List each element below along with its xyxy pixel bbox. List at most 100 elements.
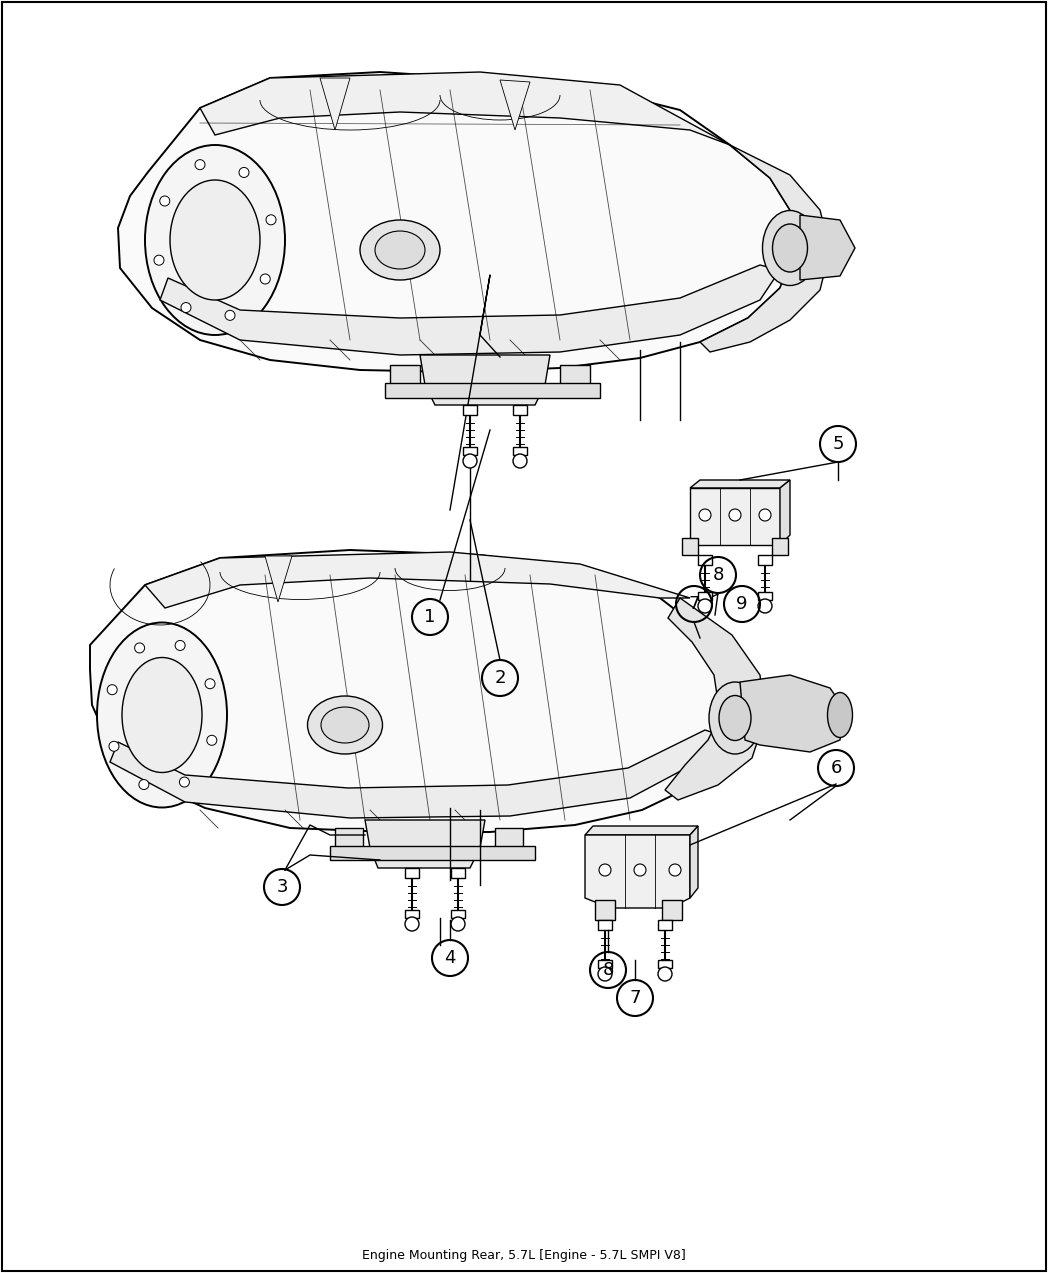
Circle shape: [206, 736, 217, 745]
Circle shape: [159, 196, 170, 206]
Polygon shape: [90, 550, 732, 833]
Circle shape: [729, 509, 741, 521]
Circle shape: [179, 777, 190, 787]
Circle shape: [205, 679, 215, 689]
Polygon shape: [690, 488, 780, 545]
Polygon shape: [585, 826, 698, 835]
Text: 7: 7: [629, 989, 640, 1007]
Text: 7: 7: [689, 594, 700, 614]
Polygon shape: [662, 900, 682, 920]
Circle shape: [225, 311, 235, 321]
Circle shape: [598, 967, 612, 981]
Text: 5: 5: [832, 435, 844, 453]
Bar: [758, 555, 772, 565]
Bar: [335, 827, 363, 852]
Ellipse shape: [375, 230, 425, 269]
Polygon shape: [110, 729, 720, 819]
Ellipse shape: [170, 179, 260, 300]
Text: Engine Mounting Rear, 5.7L [Engine - 5.7L SMPI V8]: Engine Mounting Rear, 5.7L [Engine - 5.7…: [363, 1249, 685, 1262]
Bar: [405, 910, 419, 918]
Polygon shape: [320, 78, 350, 130]
Polygon shape: [145, 552, 690, 608]
Bar: [451, 868, 465, 878]
Text: 9: 9: [737, 594, 748, 614]
Ellipse shape: [307, 696, 383, 754]
Bar: [658, 960, 672, 967]
Circle shape: [405, 917, 419, 931]
Bar: [560, 365, 590, 390]
Bar: [385, 383, 601, 398]
Bar: [514, 405, 527, 415]
Text: 3: 3: [277, 878, 288, 896]
Text: 4: 4: [444, 948, 456, 967]
Bar: [495, 827, 523, 852]
Bar: [598, 960, 612, 967]
Circle shape: [451, 917, 465, 931]
Bar: [390, 365, 420, 390]
Circle shape: [658, 967, 672, 981]
Circle shape: [758, 600, 772, 614]
Circle shape: [699, 509, 711, 521]
Polygon shape: [500, 80, 530, 130]
Circle shape: [134, 643, 145, 653]
Bar: [463, 405, 477, 415]
Bar: [514, 447, 527, 454]
Polygon shape: [118, 73, 795, 372]
Text: 1: 1: [424, 608, 436, 626]
Polygon shape: [200, 73, 730, 145]
Ellipse shape: [321, 707, 369, 743]
Ellipse shape: [97, 622, 227, 807]
Circle shape: [139, 779, 149, 789]
Circle shape: [239, 168, 249, 177]
Bar: [598, 920, 612, 931]
Circle shape: [181, 303, 191, 313]
Circle shape: [107, 685, 117, 695]
Polygon shape: [585, 835, 690, 908]
Polygon shape: [265, 556, 292, 602]
Text: 6: 6: [830, 759, 842, 777]
Polygon shape: [690, 480, 790, 488]
Polygon shape: [740, 675, 845, 752]
Ellipse shape: [122, 657, 202, 773]
Ellipse shape: [828, 693, 852, 737]
Ellipse shape: [719, 695, 751, 741]
Polygon shape: [800, 215, 855, 280]
Bar: [330, 847, 534, 861]
Circle shape: [260, 274, 270, 284]
Polygon shape: [365, 820, 485, 868]
Ellipse shape: [361, 220, 440, 280]
Bar: [758, 592, 772, 600]
Circle shape: [175, 640, 185, 651]
Circle shape: [109, 741, 119, 751]
Bar: [405, 868, 419, 878]
Polygon shape: [700, 145, 830, 353]
Circle shape: [266, 215, 276, 225]
Text: 2: 2: [495, 670, 506, 687]
Polygon shape: [595, 900, 615, 920]
Polygon shape: [682, 538, 698, 555]
Polygon shape: [420, 355, 550, 405]
Circle shape: [154, 255, 163, 265]
Bar: [698, 592, 712, 600]
Circle shape: [514, 454, 527, 468]
Polygon shape: [690, 826, 698, 897]
Bar: [463, 447, 477, 454]
Ellipse shape: [772, 224, 808, 272]
Ellipse shape: [709, 682, 761, 754]
Ellipse shape: [145, 145, 285, 335]
Bar: [698, 555, 712, 565]
Bar: [451, 910, 465, 918]
Bar: [658, 920, 672, 931]
Polygon shape: [780, 480, 790, 545]
Circle shape: [195, 159, 205, 169]
Polygon shape: [665, 598, 765, 799]
Polygon shape: [772, 538, 788, 555]
Circle shape: [463, 454, 477, 468]
Circle shape: [634, 864, 646, 876]
Ellipse shape: [763, 210, 817, 285]
Polygon shape: [160, 265, 780, 355]
Circle shape: [669, 864, 681, 876]
Circle shape: [759, 509, 771, 521]
Circle shape: [698, 600, 712, 614]
Circle shape: [599, 864, 611, 876]
